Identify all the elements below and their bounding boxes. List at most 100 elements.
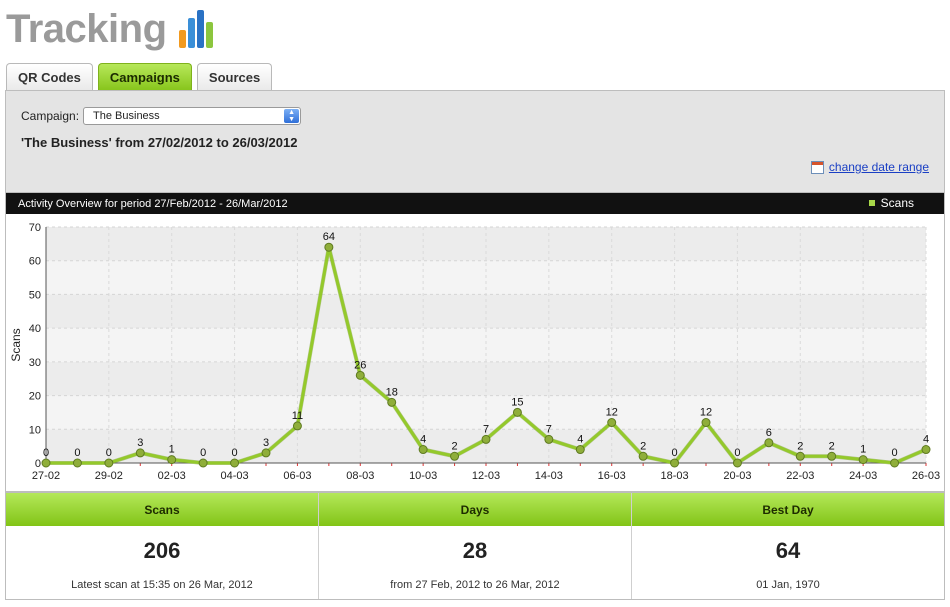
select-arrows-icon: ▲ ▼ xyxy=(284,109,300,123)
data-label: 0 xyxy=(106,447,112,459)
change-date-range-label: change date range xyxy=(828,160,929,174)
data-point xyxy=(607,418,617,428)
data-label: 26 xyxy=(354,359,366,371)
y-axis-label: Scans xyxy=(9,328,23,361)
data-point xyxy=(292,421,302,431)
data-point xyxy=(795,451,805,461)
tab-campaigns[interactable]: Campaigns xyxy=(97,63,192,91)
data-point xyxy=(261,448,271,458)
data-label: 0 xyxy=(734,447,740,459)
calendar-icon xyxy=(810,160,824,174)
stat-value: 206 xyxy=(143,538,181,563)
data-point xyxy=(481,434,491,444)
x-tick-label: 14-03 xyxy=(535,470,563,482)
x-tick-label: 02-03 xyxy=(158,470,186,482)
y-tick-label: 70 xyxy=(29,222,41,234)
data-point xyxy=(921,445,931,455)
stat-subtext: 01 Jan, 1970 xyxy=(756,579,820,591)
data-label: 1 xyxy=(860,444,866,456)
campaign-label: Campaign: xyxy=(21,109,80,123)
data-label: 0 xyxy=(892,447,898,459)
data-point xyxy=(450,451,460,461)
tab-sources[interactable]: Sources xyxy=(196,63,273,91)
x-tick-label: 16-03 xyxy=(598,470,626,482)
data-label: 2 xyxy=(829,440,835,452)
data-point xyxy=(387,397,397,407)
stat-header: Scans xyxy=(6,493,318,526)
stat-scans: Scans 206 Latest scan at 15:35 on 26 Mar… xyxy=(6,493,319,599)
data-point xyxy=(575,445,585,455)
stat-subtext: Latest scan at 15:35 on 26 Mar, 2012 xyxy=(71,579,253,591)
x-tick-label: 20-03 xyxy=(723,470,751,482)
data-point xyxy=(41,458,51,468)
data-label: 3 xyxy=(137,437,143,449)
y-tick-label: 50 xyxy=(29,289,41,301)
data-label: 0 xyxy=(74,447,80,459)
plot-band xyxy=(46,227,926,261)
data-point xyxy=(858,455,868,465)
page-header: Tracking xyxy=(6,6,213,52)
data-point xyxy=(670,458,680,468)
x-tick-label: 24-03 xyxy=(849,470,877,482)
x-tick-label: 29-02 xyxy=(95,470,123,482)
data-label: 4 xyxy=(420,434,426,446)
legend-label: Scans xyxy=(880,196,914,210)
campaign-select[interactable]: The Business ▲ ▼ xyxy=(83,107,302,125)
x-tick-label: 12-03 xyxy=(472,470,500,482)
period-text: 'The Business' from 27/02/2012 to 26/03/… xyxy=(21,135,298,150)
data-point xyxy=(638,451,648,461)
y-tick-label: 10 xyxy=(29,424,41,436)
data-point xyxy=(701,418,711,428)
data-label: 7 xyxy=(546,423,552,435)
data-point xyxy=(72,458,82,468)
data-point xyxy=(827,451,837,461)
data-point xyxy=(198,458,208,468)
bar-chart-logo-icon xyxy=(178,10,213,48)
data-point xyxy=(324,242,334,252)
stats-table: Scans 206 Latest scan at 15:35 on 26 Mar… xyxy=(5,492,945,600)
campaign-select-value: The Business xyxy=(93,110,160,122)
data-label: 0 xyxy=(43,447,49,459)
data-point xyxy=(418,445,428,455)
data-point xyxy=(135,448,145,458)
data-point xyxy=(764,438,774,448)
data-label: 2 xyxy=(452,440,458,452)
stat-value: 28 xyxy=(462,538,488,563)
page-title: Tracking xyxy=(6,6,167,51)
data-point xyxy=(355,370,365,380)
data-label: 11 xyxy=(292,410,303,422)
stat-header: Days xyxy=(319,493,631,526)
campaign-panel: Campaign: The Business ▲ ▼ 'The Business'… xyxy=(5,90,945,200)
change-date-range-link[interactable]: change date range xyxy=(810,160,929,174)
data-label: 0 xyxy=(672,447,678,459)
data-label: 2 xyxy=(797,440,803,452)
x-tick-label: 22-03 xyxy=(786,470,814,482)
stat-days: Days 28 from 27 Feb, 2012 to 26 Mar, 201… xyxy=(319,493,632,599)
data-label: 12 xyxy=(606,407,618,419)
chart-container: Activity Overview for period 27/Feb/2012… xyxy=(5,192,945,492)
y-tick-label: 40 xyxy=(29,323,41,335)
data-label: 1 xyxy=(169,444,175,456)
data-label: 2 xyxy=(640,440,646,452)
data-point xyxy=(230,458,240,468)
data-label: 15 xyxy=(511,396,523,408)
data-label: 3 xyxy=(263,437,269,449)
data-label: 12 xyxy=(700,407,712,419)
y-tick-label: 0 xyxy=(35,458,41,470)
data-label: 18 xyxy=(386,386,398,398)
x-tick-label: 26-03 xyxy=(912,470,940,482)
data-point xyxy=(167,455,177,465)
data-label: 7 xyxy=(483,423,489,435)
campaign-row: Campaign: The Business ▲ ▼ xyxy=(21,107,302,125)
tab-qr-codes[interactable]: QR Codes xyxy=(6,63,93,91)
data-point xyxy=(890,458,900,468)
data-label: 0 xyxy=(232,447,238,459)
x-tick-label: 10-03 xyxy=(409,470,437,482)
stat-subtext: from 27 Feb, 2012 to 26 Mar, 2012 xyxy=(390,579,560,591)
chart-title-bar: Activity Overview for period 27/Feb/2012… xyxy=(6,193,944,214)
tab-bar: QR Codes Campaigns Sources xyxy=(6,63,273,91)
data-point xyxy=(104,458,114,468)
chart-legend: Scans xyxy=(868,196,914,210)
data-point xyxy=(544,434,554,444)
